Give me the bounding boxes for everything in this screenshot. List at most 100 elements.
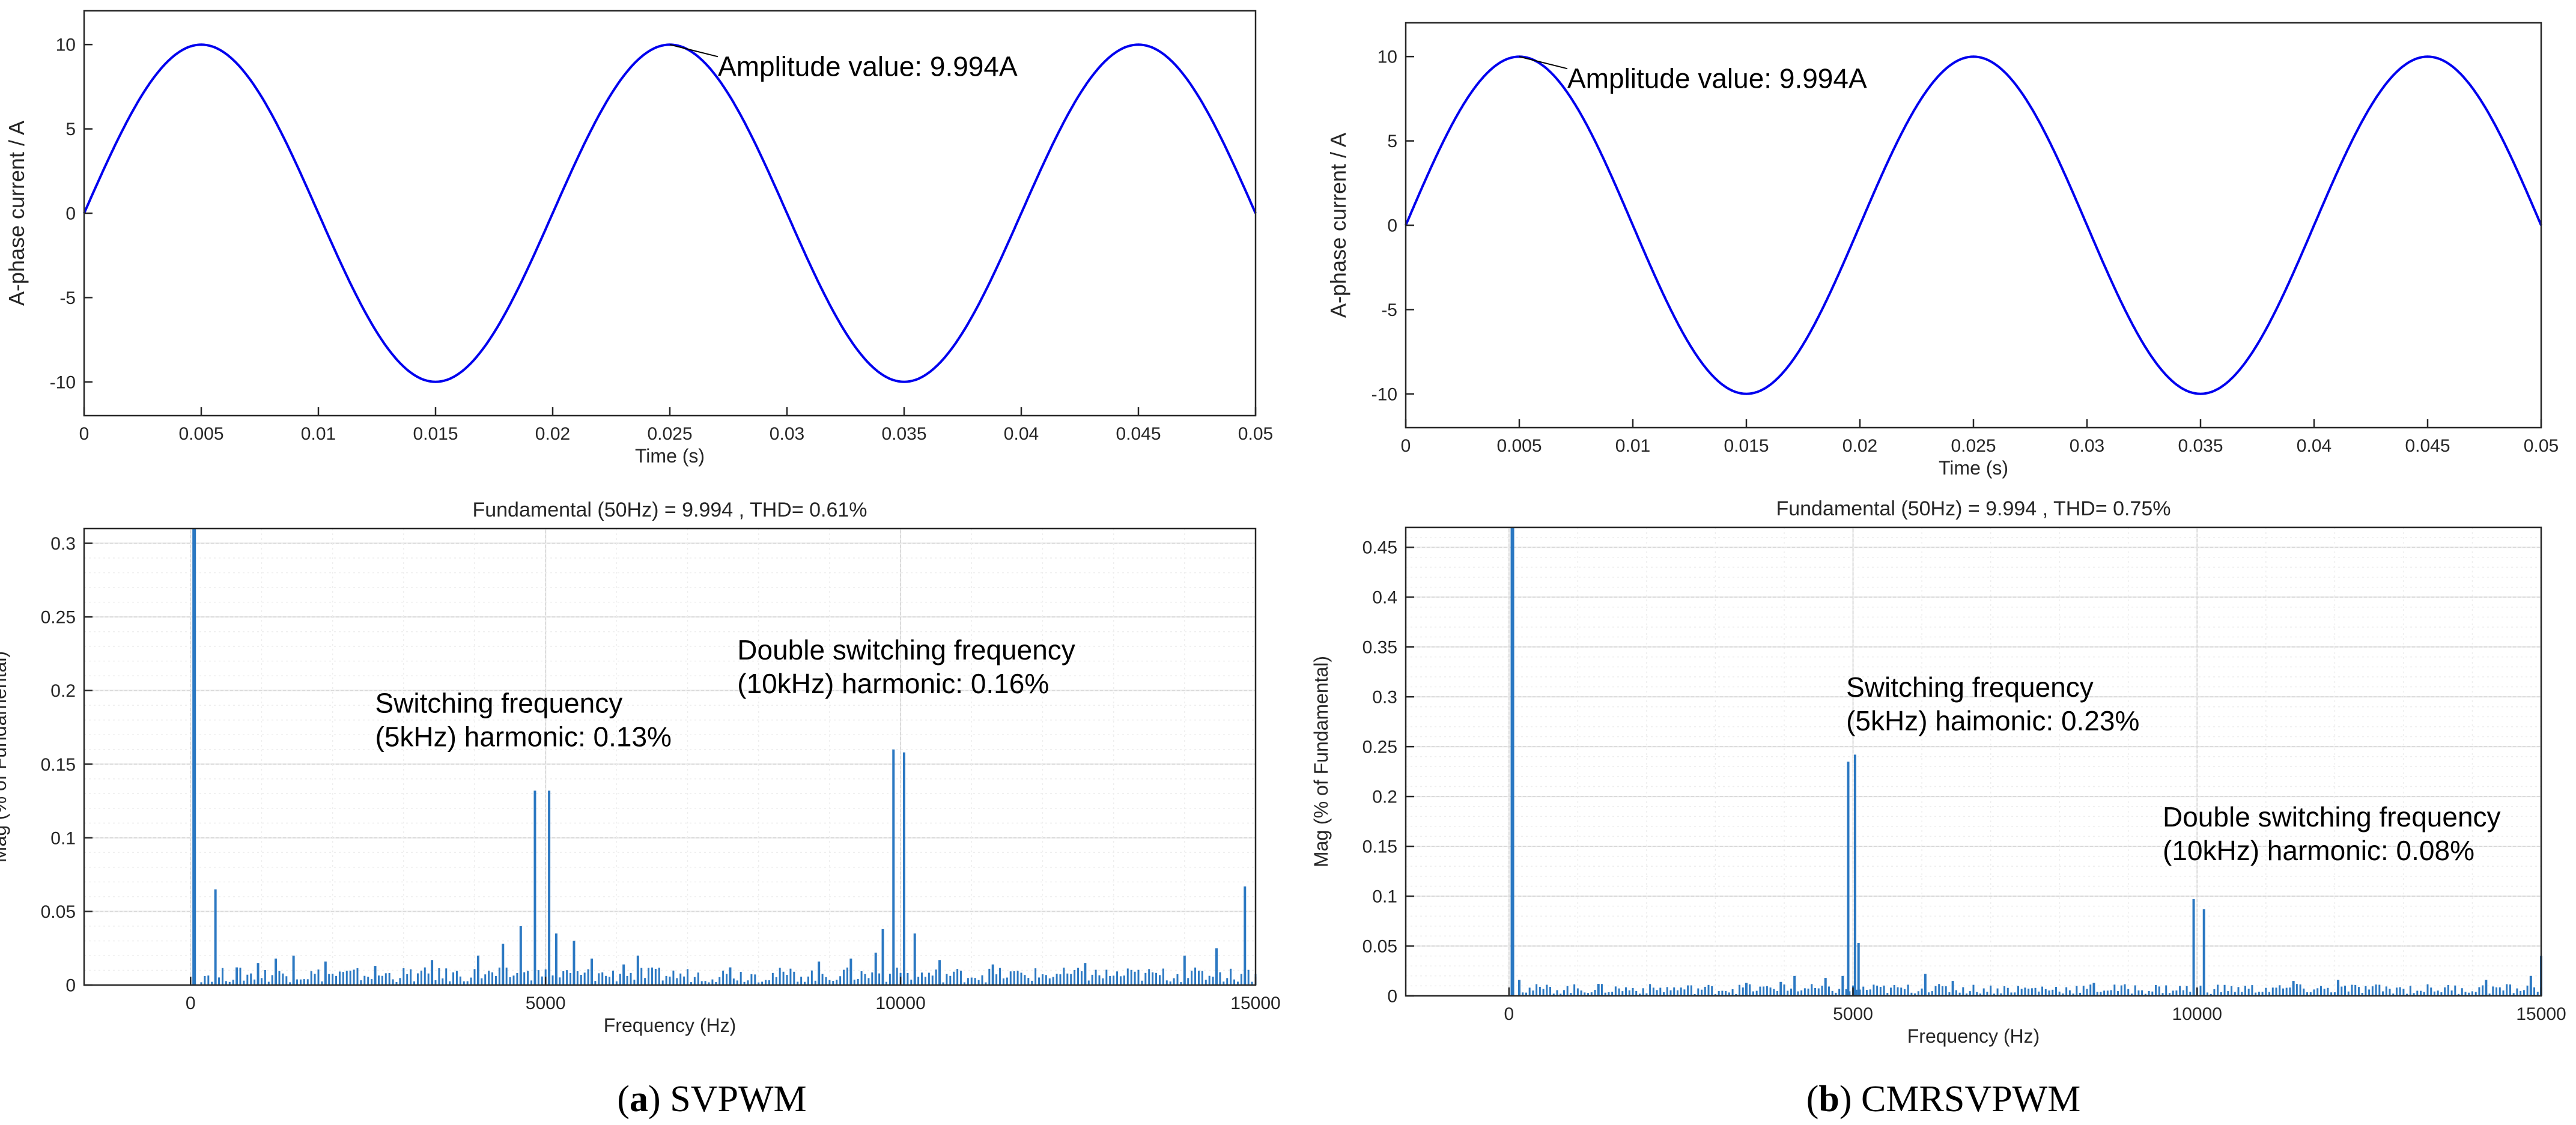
bar-harmonic-5650 bbox=[591, 958, 593, 985]
bar-harmonic-9950 bbox=[2192, 899, 2195, 996]
bar-harmonic-10550 bbox=[938, 960, 941, 985]
chart-a-fft-spectrum: 0 5000 10000 15000 0 0.05 0.1 0.15 0.2 0.25 0.3 Fre… bbox=[0, 499, 1281, 1036]
y-tick-label: 0.15 bbox=[1362, 837, 1397, 857]
bar-harmonic-4050 bbox=[476, 955, 479, 985]
bar-harmonic-11400 bbox=[2292, 981, 2295, 996]
bar-harmonic-14000 bbox=[1183, 955, 1186, 985]
y-tick-label: 0 bbox=[1387, 216, 1397, 236]
y-tick-label: 0 bbox=[65, 204, 76, 224]
bar-harmonic-11300 bbox=[991, 964, 994, 985]
bar-harmonic-4650 bbox=[519, 926, 522, 985]
y-axis-label: A-phase current / A bbox=[4, 121, 29, 306]
x-tick-label: 0.01 bbox=[301, 424, 336, 444]
y-tick-label: 0.4 bbox=[1372, 588, 1397, 608]
x-tick-label: 0 bbox=[79, 424, 90, 444]
y-tick-label: -5 bbox=[59, 288, 76, 308]
y-axis-label: Mag (% of Fundamental) bbox=[0, 651, 10, 863]
y-tick-label: 0.35 bbox=[1362, 638, 1397, 658]
y-tick-label: 0.05 bbox=[1362, 937, 1397, 957]
series-line-a-phase-current bbox=[83, 43, 1257, 383]
chart-title: Fundamental (50Hz) = 9.994 , THD= 0.75% bbox=[1776, 497, 2170, 520]
x-axis-label: Frequency (Hz) bbox=[1907, 1025, 2040, 1047]
bar-harmonic-6050 bbox=[1924, 974, 1927, 996]
x-tick-label: 0.03 bbox=[2070, 436, 2104, 456]
y-tick-label: 0.1 bbox=[1372, 887, 1397, 907]
bar-harmonic-3450 bbox=[1745, 983, 1748, 996]
x-tick-label: 0.025 bbox=[647, 424, 692, 444]
x-tick-label: 0.035 bbox=[881, 424, 926, 444]
caption-b-label: b bbox=[1818, 1079, 1839, 1120]
y-tick-label: 0.45 bbox=[1362, 538, 1397, 558]
bar-harmonic-4850 bbox=[533, 790, 536, 985]
bar-harmonic-12050 bbox=[2337, 980, 2340, 996]
bar-harmonic-14850 bbox=[2529, 975, 2532, 996]
x-axis-label: Time (s) bbox=[1939, 457, 2008, 479]
x-tick-label: 10000 bbox=[2172, 1004, 2222, 1024]
x-tick-label: 0 bbox=[1504, 1004, 1514, 1024]
bar-harmonic-9750 bbox=[881, 929, 884, 985]
x-axis-label: Time (s) bbox=[635, 445, 705, 467]
y-tick-label: -10 bbox=[50, 372, 76, 392]
x-tick-label: 0.03 bbox=[770, 424, 804, 444]
bar-harmonic-7600 bbox=[729, 967, 732, 985]
annotation-harmonic-line: (10kHz) harmonic: 0.16% bbox=[737, 668, 1049, 699]
x-tick-label: 0.015 bbox=[413, 424, 458, 444]
bar-harmonic-14450 bbox=[1215, 948, 1218, 985]
bar-harmonic-5400 bbox=[573, 941, 576, 985]
x-tick-label: 0.02 bbox=[535, 424, 570, 444]
y-tick-label: 10 bbox=[1378, 47, 1397, 67]
bar-harmonic-9650 bbox=[874, 953, 877, 985]
y-tick-label: 0 bbox=[65, 976, 76, 996]
bar-harmonic-10050 bbox=[903, 752, 905, 985]
x-tick-label: 15000 bbox=[2516, 1004, 2566, 1024]
y-tick-label: 0.1 bbox=[50, 828, 76, 848]
y-tick-label: 0.2 bbox=[50, 681, 76, 701]
bar-harmonic-950 bbox=[257, 963, 260, 985]
x-tick-label: 0.045 bbox=[2405, 436, 2450, 456]
x-tick-label: 15000 bbox=[1230, 993, 1280, 1013]
y-tick-label: 0.3 bbox=[50, 534, 76, 554]
bar-harmonic-3400 bbox=[431, 960, 434, 985]
annotation-harmonic-line: (5kHz) harmonic: 0.13% bbox=[375, 721, 672, 752]
bar-harmonic-4930 bbox=[1847, 762, 1850, 996]
x-tick-label: 10000 bbox=[875, 993, 925, 1013]
chart-title: Fundamental (50Hz) = 9.994 , THD= 0.61% bbox=[472, 499, 867, 521]
y-tick-label: 0.25 bbox=[1362, 738, 1397, 757]
x-tick-label: 0.01 bbox=[1615, 436, 1650, 456]
bar-harmonic-9900 bbox=[892, 749, 895, 985]
caption-a-text: SVPWM bbox=[670, 1079, 806, 1120]
x-tick-label: 0.005 bbox=[178, 424, 223, 444]
bar-harmonic-5080 bbox=[1857, 943, 1860, 996]
annotation-harmonic-line: (10kHz) harmonic: 0.08% bbox=[2163, 835, 2474, 866]
bar-harmonic-5030 bbox=[1853, 754, 1856, 996]
bar-harmonic-9300 bbox=[849, 958, 852, 985]
bar-harmonic-650 bbox=[235, 967, 238, 985]
annotation-leader bbox=[1519, 56, 1568, 70]
y-tick-label: 5 bbox=[1387, 132, 1397, 151]
x-tick-label: 0.005 bbox=[1496, 436, 1542, 456]
x-tick-label: 5000 bbox=[526, 993, 566, 1013]
chart-a-time-domain: 0 0.005 0.01 0.015 0.02 0.025 0.03 0.035 0.04 0.0… bbox=[4, 10, 1273, 467]
y-tick-label: 0.25 bbox=[41, 608, 76, 628]
y-axis-label: A-phase current / A bbox=[1326, 133, 1350, 318]
bar-harmonic-10100 bbox=[2202, 909, 2205, 996]
bar-harmonic-12600 bbox=[1084, 963, 1087, 985]
annotation-harmonic-line: Switching frequency bbox=[375, 687, 623, 718]
bar-harmonic-150 bbox=[1518, 980, 1520, 996]
y-axis-label: Mag (% of Fundamental) bbox=[1310, 656, 1332, 867]
annotation-amplitude: Amplitude value: 9.994A bbox=[1567, 62, 1867, 94]
y-tick-label: 0.05 bbox=[41, 902, 76, 922]
x-tick-label: 0.05 bbox=[2524, 436, 2559, 456]
bar-harmonic-5150 bbox=[554, 933, 557, 985]
annotation-harmonic-line: Double switching frequency bbox=[737, 634, 1075, 666]
x-tick-label: 0.035 bbox=[2178, 436, 2223, 456]
annotation-amplitude: Amplitude value: 9.994A bbox=[718, 50, 1018, 82]
caption-b: (b) CMRSVPWM bbox=[1806, 1079, 2081, 1120]
bar-harmonic-8500 bbox=[2092, 983, 2095, 996]
bar-harmonic-1200 bbox=[275, 958, 278, 985]
bar-harmonic-50 bbox=[1510, 527, 1514, 996]
annotation-leader bbox=[669, 44, 718, 58]
axes-box bbox=[83, 527, 1257, 986]
chart-b-time-domain: 0 0.005 0.01 0.015 0.02 0.025 0.03 0.035 0.04 0.0… bbox=[1326, 22, 2559, 479]
bar-harmonic-4400 bbox=[502, 944, 505, 985]
